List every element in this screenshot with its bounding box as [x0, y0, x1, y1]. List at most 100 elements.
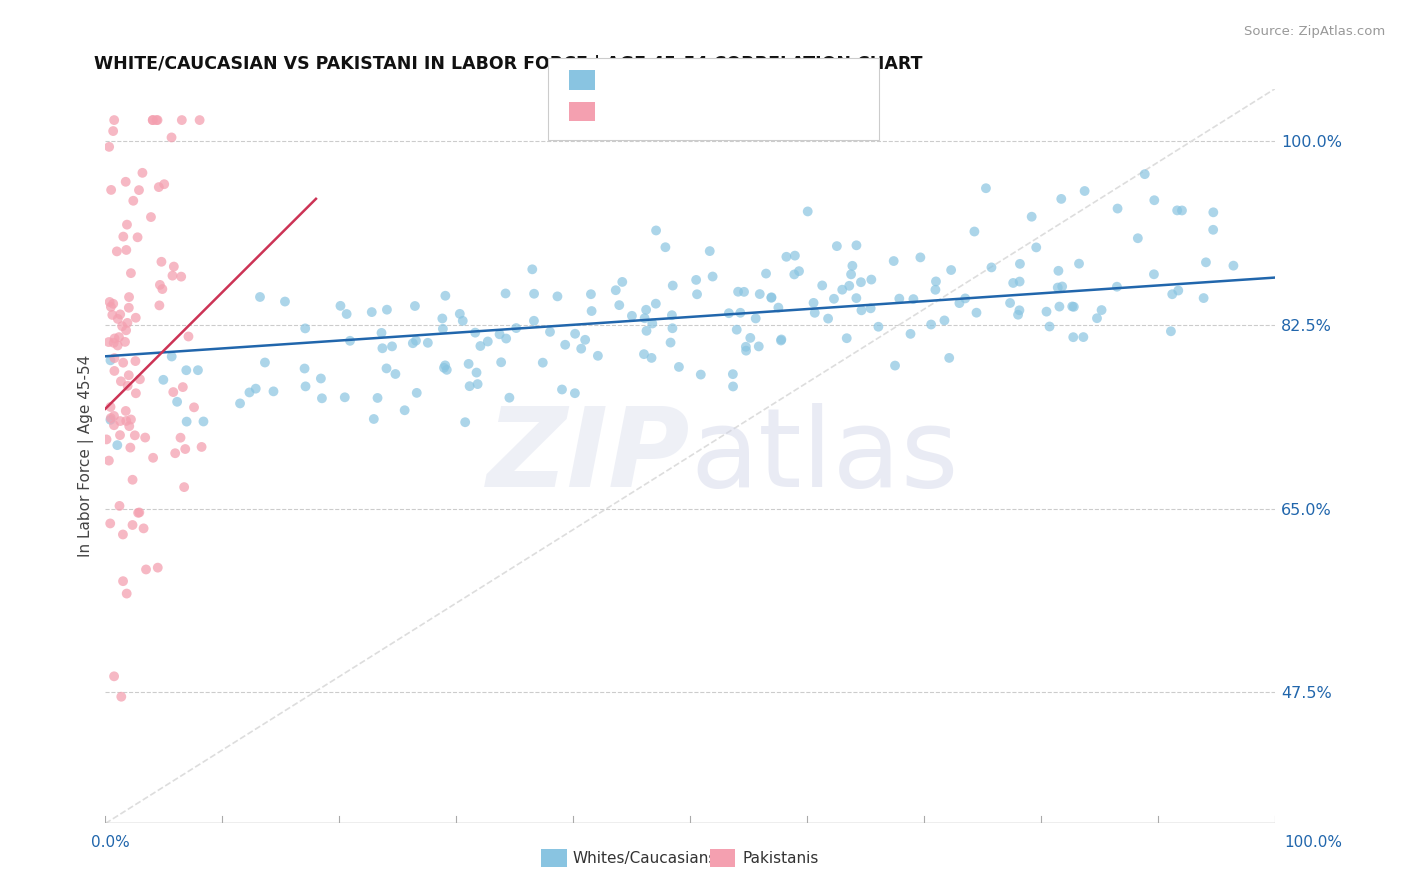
Point [1008, 303, 1031, 318]
Point [845, 238, 868, 252]
Point [405, 334, 427, 348]
Point [339, 334, 361, 348]
Point [498, 391, 520, 405]
Point [100, 183, 122, 197]
Point [458, 379, 481, 393]
Point [111, 319, 134, 334]
Point [108, 428, 131, 442]
Point [97, 334, 120, 349]
Point [311, 392, 333, 406]
Point [146, 560, 169, 574]
Point [434, 289, 457, 303]
Point [489, 355, 512, 369]
Point [112, 229, 135, 244]
Point [103, 113, 125, 128]
Point [153, 178, 176, 192]
Point [1073, 330, 1095, 344]
Point [1143, 267, 1166, 281]
Point [925, 274, 948, 288]
Point [108, 414, 131, 428]
Point [110, 374, 132, 388]
Point [128, 506, 150, 520]
Point [165, 446, 187, 460]
Point [107, 338, 129, 352]
Point [112, 356, 135, 370]
Point [1008, 275, 1031, 289]
Point [118, 368, 141, 383]
Point [121, 473, 143, 487]
Point [733, 285, 755, 299]
Point [103, 669, 125, 683]
Point [188, 113, 211, 128]
Point [633, 311, 655, 326]
Point [294, 321, 316, 335]
Point [238, 385, 260, 400]
Point [98, 295, 121, 310]
Point [115, 218, 138, 232]
Point [1002, 276, 1025, 290]
Point [1202, 205, 1225, 219]
Point [142, 113, 165, 128]
Point [903, 292, 925, 306]
Point [434, 359, 457, 373]
Point [620, 309, 643, 323]
Point [294, 361, 316, 376]
Point [103, 331, 125, 345]
Point [849, 275, 872, 289]
Point [668, 359, 690, 374]
Point [98, 516, 121, 531]
Point [488, 327, 510, 342]
Point [129, 372, 152, 386]
Point [394, 403, 416, 417]
Point [564, 386, 586, 401]
Point [470, 339, 492, 353]
Point [574, 333, 596, 347]
Point [145, 113, 167, 128]
Point [174, 363, 197, 377]
Point [416, 335, 439, 350]
Point [97, 453, 120, 467]
Point [117, 379, 139, 393]
Point [125, 386, 148, 401]
Point [160, 130, 183, 145]
Text: WHITE/CAUCASIAN VS PAKISTANI IN LABOR FORCE | AGE 45-54 CORRELATION CHART: WHITE/CAUCASIAN VS PAKISTANI IN LABOR FO… [94, 55, 922, 73]
Point [125, 310, 148, 325]
Point [1143, 193, 1166, 207]
Point [375, 361, 398, 376]
Point [229, 396, 252, 410]
Point [783, 268, 806, 282]
Point [103, 351, 125, 365]
Point [436, 363, 458, 377]
Point [1105, 279, 1128, 293]
Point [838, 278, 860, 293]
Point [823, 292, 845, 306]
Point [249, 290, 271, 304]
Point [108, 307, 131, 321]
Point [955, 292, 977, 306]
Point [817, 311, 839, 326]
Point [761, 290, 783, 304]
Point [769, 334, 792, 348]
Point [108, 499, 131, 513]
Point [170, 269, 193, 284]
Point [100, 411, 122, 425]
Point [132, 521, 155, 535]
Point [131, 166, 153, 180]
Point [149, 277, 172, 292]
Point [103, 335, 125, 350]
Point [371, 341, 394, 355]
Point [883, 254, 905, 268]
Point [717, 306, 740, 320]
Point [768, 301, 790, 315]
Point [122, 194, 145, 208]
Point [121, 518, 143, 533]
Point [775, 250, 797, 264]
Point [162, 385, 184, 400]
Point [187, 363, 209, 377]
Point [134, 431, 156, 445]
Point [770, 333, 793, 347]
Point [934, 313, 956, 327]
Point [605, 283, 627, 297]
Point [166, 394, 188, 409]
Point [636, 302, 658, 317]
